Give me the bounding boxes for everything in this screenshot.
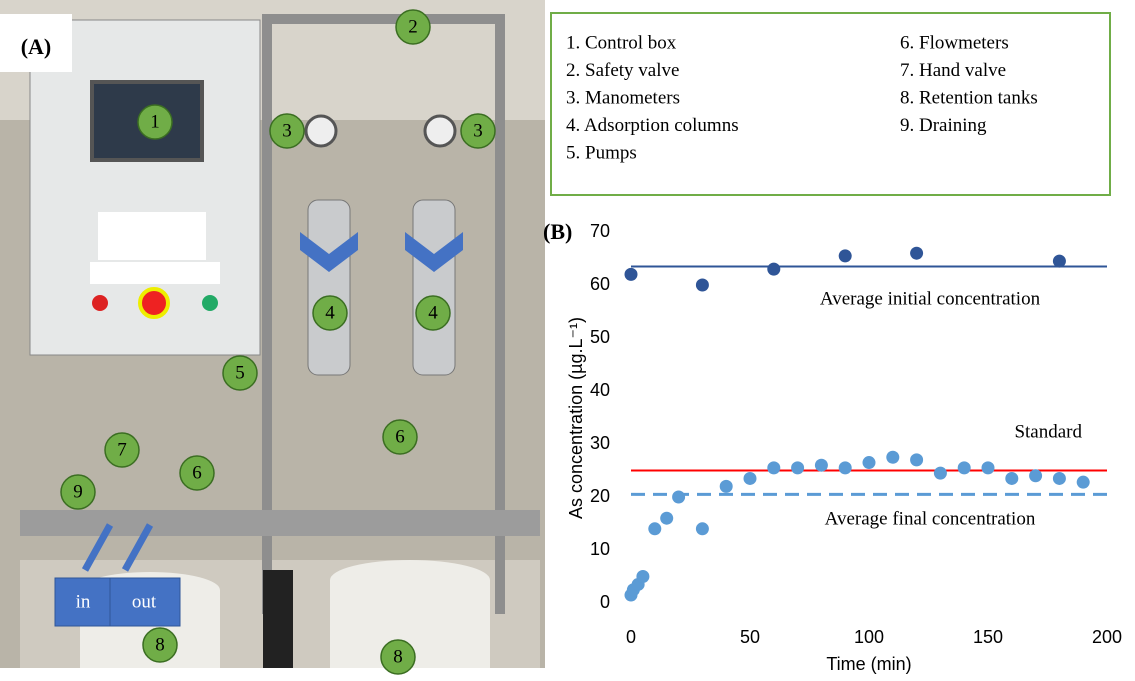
y-tick-label: 70 (590, 221, 610, 241)
marker-circle (312, 295, 348, 331)
legend-item: 5. Pumps (566, 142, 637, 163)
marker-label: 4 (428, 302, 438, 323)
marker-label: 9 (73, 481, 83, 502)
annotation: Standard (1014, 421, 1082, 442)
marker-circle (104, 432, 140, 468)
point (814, 458, 828, 472)
x-tick-label: 200 (1092, 627, 1122, 647)
x-tick-label: 0 (626, 627, 636, 647)
point (981, 461, 995, 475)
marker-label: 6 (395, 426, 405, 447)
point (1029, 469, 1043, 483)
point (1076, 475, 1090, 489)
y-tick-label: 0 (600, 592, 610, 612)
legend-item: 1. Control box (566, 32, 677, 53)
point (791, 461, 805, 475)
point (910, 246, 924, 260)
point (648, 522, 662, 536)
point (695, 278, 709, 292)
marker-label: 4 (325, 302, 335, 323)
marker-circle (142, 627, 178, 663)
y-tick-label: 40 (590, 380, 610, 400)
annotation: Average final concentration (825, 508, 1036, 529)
marker-label: 1 (150, 111, 160, 132)
arrow-label: in (76, 591, 91, 612)
marker-label: 3 (473, 120, 483, 141)
marker-circle (222, 355, 258, 391)
legend-item: 9. Draining (900, 115, 987, 136)
point (957, 461, 971, 475)
point (1052, 254, 1066, 268)
marker-label: 8 (155, 634, 165, 655)
marker-circle (179, 455, 215, 491)
panel-label: (B) (543, 219, 572, 244)
marker-circle (460, 113, 496, 149)
y-tick-label: 60 (590, 274, 610, 294)
x-tick-label: 50 (740, 627, 760, 647)
legend-item: 6. Flowmeters (900, 32, 1009, 53)
point (838, 461, 852, 475)
annotation: Average initial concentration (820, 288, 1041, 309)
photo (0, 0, 545, 668)
point (1005, 471, 1019, 485)
point (636, 570, 650, 583)
point (695, 522, 709, 536)
legend-item: 3. Manometers (566, 87, 680, 108)
marker-circle (395, 9, 431, 45)
y-tick-label: 50 (590, 327, 610, 347)
legend-item: 2. Safety valve (566, 60, 679, 81)
point (910, 453, 924, 467)
marker-label: 8 (393, 646, 403, 667)
legend-item: 8. Retention tanks (900, 87, 1038, 108)
marker-label: 3 (282, 120, 292, 141)
marker-circle (60, 474, 96, 510)
x-tick-label: 100 (854, 627, 884, 647)
marker-label: 6 (192, 462, 202, 483)
marker-label: 7 (117, 439, 127, 460)
point (886, 450, 900, 464)
legend-box (550, 12, 1111, 196)
marker-circle (137, 104, 173, 140)
point (719, 479, 733, 493)
legend-item: 7. Hand valve (900, 60, 1006, 81)
y-tick-label: 20 (590, 486, 610, 506)
point (1052, 471, 1066, 485)
marker-circle (415, 295, 451, 331)
legend-item: 4. Adsorption columns (566, 115, 739, 136)
point (838, 249, 852, 263)
marker-circle (380, 639, 416, 675)
marker-circle (269, 113, 305, 149)
marker-label: 2 (408, 16, 418, 37)
point (743, 471, 757, 485)
point (672, 490, 686, 504)
marker-circle (382, 419, 418, 455)
point (660, 511, 674, 525)
y-axis-label: As concentration (µg.L⁻¹) (566, 317, 586, 519)
x-axis-label: Time (min) (826, 654, 911, 674)
y-tick-label: 10 (590, 539, 610, 559)
arrow-label: out (132, 591, 157, 612)
y-tick-label: 30 (590, 433, 610, 453)
x-tick-label: 150 (973, 627, 1003, 647)
point (624, 267, 638, 281)
panel-label: (A) (21, 34, 52, 59)
marker-label: 5 (235, 362, 245, 383)
point (767, 461, 781, 475)
point (933, 466, 947, 480)
point (862, 456, 876, 470)
point (767, 262, 781, 276)
